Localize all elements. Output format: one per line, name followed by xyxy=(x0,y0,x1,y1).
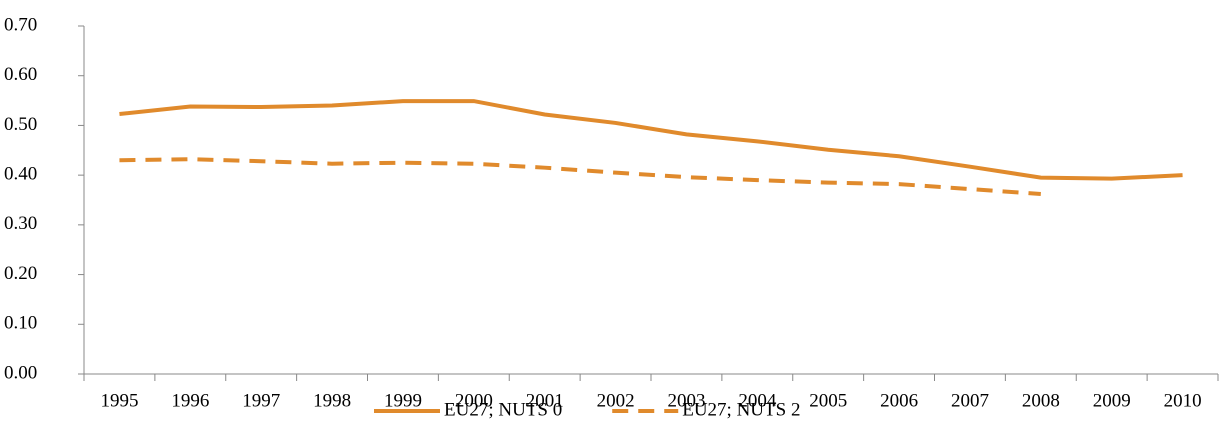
y-tick-label: 0.10 xyxy=(4,313,37,334)
x-tick-label: 1999 xyxy=(384,390,422,411)
data-line xyxy=(119,157,1041,197)
y-tick-label: 0.70 xyxy=(4,14,37,35)
x-tick-label: 1995 xyxy=(100,390,138,411)
y-tick-label: 0.40 xyxy=(4,164,37,185)
y-tick-label: 0.60 xyxy=(4,64,37,85)
x-tick-label: 1998 xyxy=(313,390,351,411)
x-tick-label: 1996 xyxy=(171,390,209,411)
legend-label: EU27; NUTS 2 xyxy=(682,399,800,420)
data-line xyxy=(119,99,1183,181)
y-tick-label: 0.30 xyxy=(4,213,37,234)
x-tick-label: 2007 xyxy=(951,390,989,411)
x-tick-label: 2001 xyxy=(526,390,564,411)
x-tick-label: 1997 xyxy=(242,390,280,411)
x-tick-label: 2006 xyxy=(880,390,918,411)
x-tick-label: 2004 xyxy=(738,390,777,411)
x-tick-label: 2000 xyxy=(455,390,493,411)
y-tick-label: 0.50 xyxy=(4,114,37,135)
x-tick-label: 2005 xyxy=(809,390,847,411)
x-tick-label: 2003 xyxy=(667,390,705,411)
x-tick-label: 2009 xyxy=(1093,390,1131,411)
y-tick-label: 0.00 xyxy=(4,362,37,383)
x-tick-label: 2008 xyxy=(1022,390,1060,411)
x-tick-label: 2002 xyxy=(597,390,635,411)
legend-label: EU27; NUTS 0 xyxy=(444,399,562,420)
x-tick-label: 2010 xyxy=(1164,390,1202,411)
y-tick-label: 0.20 xyxy=(4,263,37,284)
